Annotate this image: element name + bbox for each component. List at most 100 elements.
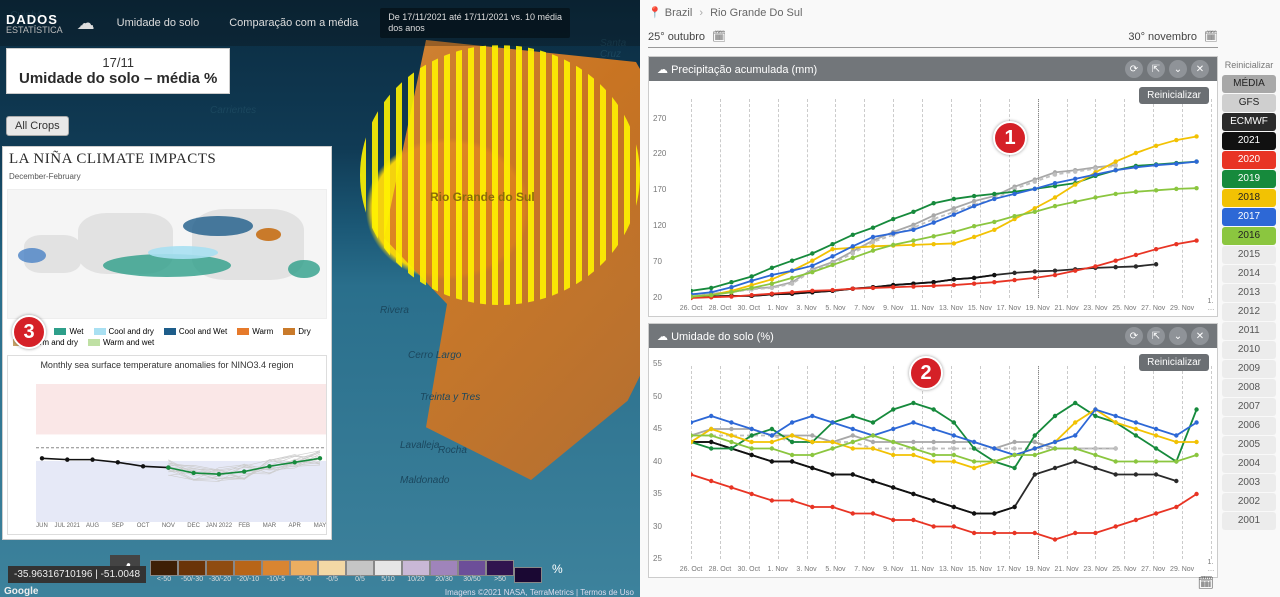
gradient-cell xyxy=(150,560,178,576)
annotation-badge-2: 2 xyxy=(909,356,943,390)
x-axis-tick: 5. Nov xyxy=(825,566,845,573)
x-axis-tick: 1. Nov xyxy=(768,305,788,312)
pin-icon: 📍 xyxy=(648,7,662,19)
tab-compare-mean[interactable]: Comparação com a média xyxy=(221,13,366,33)
x-axis-tick: 5. Nov xyxy=(825,305,845,312)
chart2-close-button[interactable]: ✕ xyxy=(1191,327,1209,345)
chart1-rotate-button[interactable]: ⟳ xyxy=(1125,60,1143,78)
breadcrumb[interactable]: 📍 Brazil › Rio Grande Do Sul xyxy=(648,6,802,19)
x-axis-tick: 3. Nov xyxy=(796,566,816,573)
gradient-label: -20/-10 xyxy=(237,576,259,583)
x-axis-tick: 21. Nov xyxy=(1054,305,1078,312)
gradient-label: 5/10 xyxy=(381,576,395,583)
year-toggle-2012[interactable]: 2012 xyxy=(1222,303,1276,321)
y-axis-tick: 220 xyxy=(653,149,666,158)
svg-text:FEB: FEB xyxy=(238,523,250,528)
year-toggle-2005[interactable]: 2005 xyxy=(1222,436,1276,454)
year-toggle-2015[interactable]: 2015 xyxy=(1222,246,1276,264)
range-to[interactable]: 30° novembro xyxy=(1128,31,1197,43)
year-toggle-2020[interactable]: 2020 xyxy=(1222,151,1276,169)
x-axis-tick: 19. Nov xyxy=(1026,305,1050,312)
year-toggle-2010[interactable]: 2010 xyxy=(1222,341,1276,359)
year-toggle-2011[interactable]: 2011 xyxy=(1222,322,1276,340)
x-axis-tick: 19. Nov xyxy=(1026,566,1050,573)
year-toggle-2004[interactable]: 2004 xyxy=(1222,455,1276,473)
year-toggle-ecmwf[interactable]: ECMWF xyxy=(1222,113,1276,131)
gradient-cell xyxy=(318,560,346,576)
y-axis-tick: 45 xyxy=(653,424,662,433)
y-axis-tick: 20 xyxy=(653,293,662,302)
lanina-legend: CoolWetCool and dryCool and WetWarmDryWa… xyxy=(3,323,331,351)
x-axis-tick: 23. Nov xyxy=(1083,566,1107,573)
chart2-minimize-button[interactable]: ⌄ xyxy=(1169,327,1187,345)
chart1-title: Precipitação acumulada (mm) xyxy=(671,64,817,76)
lanina-legend-item: Cool and dry xyxy=(94,327,154,336)
year-toggle-2001[interactable]: 2001 xyxy=(1222,512,1276,530)
year-toggle-2009[interactable]: 2009 xyxy=(1222,360,1276,378)
chart2-rotate-button[interactable]: ⟳ xyxy=(1125,327,1143,345)
breadcrumb-root[interactable]: Brazil xyxy=(665,7,693,19)
year-toggle-2019[interactable]: 2019 xyxy=(1222,170,1276,188)
svg-text:SEP: SEP xyxy=(112,523,124,528)
lanina-title: LA NIÑA CLIMATE IMPACTS xyxy=(3,147,331,172)
y-axis-tick: 270 xyxy=(653,114,666,123)
map-city-label: Lavalleja xyxy=(400,440,439,451)
x-axis-tick: 25. Nov xyxy=(1112,305,1136,312)
chart1-link-button[interactable]: ⇱ xyxy=(1147,60,1165,78)
svg-text:JAN 2022: JAN 2022 xyxy=(206,523,233,528)
chart1-close-button[interactable]: ✕ xyxy=(1191,60,1209,78)
year-toggle-2006[interactable]: 2006 xyxy=(1222,417,1276,435)
svg-text:JUL 2021: JUL 2021 xyxy=(55,523,81,528)
hover-date: 17/11 xyxy=(19,55,217,70)
sidebar-reset-button[interactable]: Reinicializar xyxy=(1222,56,1276,74)
footer-calendar-button[interactable]: 🗓 xyxy=(1197,575,1214,591)
lanina-inset-card: LA NIÑA CLIMATE IMPACTS December-Februar… xyxy=(2,146,332,540)
lanina-world-map xyxy=(7,189,327,319)
year-toggle-2007[interactable]: 2007 xyxy=(1222,398,1276,416)
svg-text:NOV: NOV xyxy=(162,523,175,528)
breadcrumb-region[interactable]: Rio Grande Do Sul xyxy=(710,7,802,19)
tab-date-range[interactable]: De 17/11/2021 até 17/11/2021 vs. 10 médi… xyxy=(380,8,570,38)
google-attribution: Google xyxy=(4,586,38,597)
chart1-reset-button[interactable]: Reinicializar xyxy=(1139,87,1209,104)
year-toggle-2017[interactable]: 2017 xyxy=(1222,208,1276,226)
x-axis-tick: 13. Nov xyxy=(939,566,963,573)
crops-filter-chip[interactable]: All Crops xyxy=(6,116,69,136)
svg-text:MAY: MAY xyxy=(314,523,326,528)
chart2-reset-button[interactable]: Reinicializar xyxy=(1139,354,1209,371)
year-toggle-2013[interactable]: 2013 xyxy=(1222,284,1276,302)
year-toggle-gfs[interactable]: GFS xyxy=(1222,94,1276,112)
year-toggle-2003[interactable]: 2003 xyxy=(1222,474,1276,492)
range-from[interactable]: 25° outubro xyxy=(648,31,705,43)
year-toggle-2002[interactable]: 2002 xyxy=(1222,493,1276,511)
lanina-legend-item: Warm xyxy=(237,327,273,336)
year-toggle-2021[interactable]: 2021 xyxy=(1222,132,1276,150)
svg-text:OCT: OCT xyxy=(137,523,150,528)
year-toggle-2008[interactable]: 2008 xyxy=(1222,379,1276,397)
x-axis-tick: 30. Oct xyxy=(737,566,760,573)
x-axis-tick: 23. Nov xyxy=(1083,305,1107,312)
chart1-minimize-button[interactable]: ⌄ xyxy=(1169,60,1187,78)
year-toggle-2018[interactable]: 2018 xyxy=(1222,189,1276,207)
tab-soil-humidity[interactable]: Umidade do solo xyxy=(109,13,208,33)
coord-readout: -35.96316710196 | -51.0048 xyxy=(8,566,146,583)
svg-text:MAR: MAR xyxy=(263,523,277,528)
year-toggle-2016[interactable]: 2016 xyxy=(1222,227,1276,245)
date-range-bar[interactable]: 25° outubro 🗓 30° novembro 🗓 xyxy=(648,30,1218,48)
year-toggle-média[interactable]: MÉDIA xyxy=(1222,75,1276,93)
x-axis-tick: 26. Oct xyxy=(680,305,703,312)
precip-accum-card: ☁ Precipitação acumulada (mm) ⟳ ⇱ ⌄ ✕ Re… xyxy=(648,56,1218,317)
brand-subtitle: ESTATÍSTICA xyxy=(6,25,63,35)
calendar-icon[interactable]: 🗓 xyxy=(712,31,726,43)
lanina-subtitle: December-February xyxy=(3,172,331,185)
y-axis-tick: 40 xyxy=(653,457,662,466)
calendar-icon[interactable]: 🗓 xyxy=(1204,31,1218,43)
gradient-cell xyxy=(486,560,514,576)
y-axis-tick: 55 xyxy=(653,359,662,368)
chart2-link-button[interactable]: ⇱ xyxy=(1147,327,1165,345)
year-toggle-2014[interactable]: 2014 xyxy=(1222,265,1276,283)
gradient-label: -50/-30 xyxy=(181,576,203,583)
gradient-label: 10/20 xyxy=(407,576,425,583)
gradient-cell xyxy=(402,560,430,576)
x-axis-tick: 27. Nov xyxy=(1141,566,1165,573)
